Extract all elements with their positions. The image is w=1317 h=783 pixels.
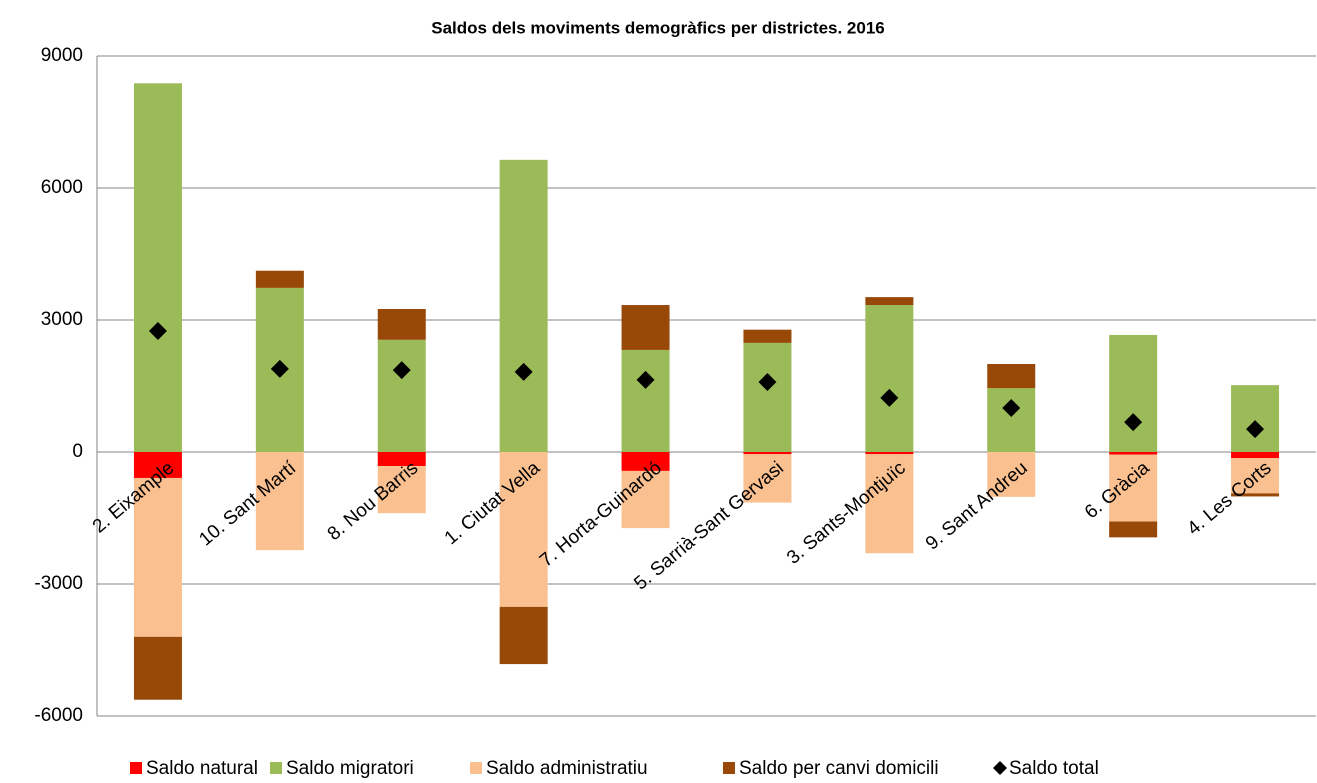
bar-segment — [133, 477, 182, 637]
bar-segment — [377, 309, 426, 340]
bar-segment — [1109, 454, 1158, 522]
bar-segment — [377, 339, 426, 452]
total-marker — [270, 359, 289, 378]
x-tick-label: 9. Sant Andreu — [922, 458, 1032, 555]
bar-segment — [865, 305, 914, 452]
bar-segment — [499, 452, 548, 607]
x-tick-label: 4. Les Corts — [1184, 458, 1276, 540]
total-marker — [1246, 420, 1265, 439]
bar-segment — [377, 452, 426, 467]
bar-segment — [865, 452, 914, 455]
total-marker — [392, 361, 411, 380]
total-marker — [1124, 413, 1143, 432]
y-tick-label: -3000 — [34, 573, 83, 594]
legend-label: Saldo natural — [146, 758, 258, 779]
bar-segment — [865, 454, 914, 554]
legend-marker — [993, 761, 1007, 775]
bar-segment — [377, 466, 426, 514]
y-tick-label: 9000 — [41, 45, 83, 66]
total-marker — [148, 322, 167, 340]
legend-label: Saldo total — [1009, 758, 1099, 779]
legend-label: Saldo migratori — [286, 758, 414, 779]
legend-swatch — [130, 762, 142, 774]
bar-segment — [987, 388, 1036, 452]
bar-segment — [987, 452, 1036, 497]
total-marker — [514, 362, 533, 381]
bar-segment — [743, 452, 792, 455]
bar-segment — [1109, 452, 1158, 455]
y-tick-label: 0 — [72, 441, 83, 462]
total-marker — [880, 388, 899, 407]
bar-segment — [1231, 452, 1280, 459]
bar-segment — [1109, 334, 1158, 452]
bar-segment — [987, 364, 1036, 389]
bar-segment — [621, 452, 670, 471]
total-marker — [758, 373, 777, 392]
total-marker — [636, 370, 655, 389]
bar-segment — [865, 297, 914, 306]
bar-segment — [1231, 385, 1280, 452]
bar-segment — [255, 270, 304, 288]
total-marker — [1002, 399, 1021, 417]
legend-swatch — [470, 762, 482, 774]
y-tick-label: 6000 — [41, 177, 83, 198]
bar-segment — [133, 83, 182, 452]
legend-label: Saldo administratiu — [486, 758, 648, 779]
bar-segment — [621, 349, 670, 452]
bar-segment — [133, 636, 182, 700]
bar-segment — [743, 454, 792, 503]
bar-segment — [499, 159, 548, 452]
bar-segment — [621, 470, 670, 529]
legend-label: Saldo per canvi domicili — [739, 758, 939, 779]
bar-segment — [743, 329, 792, 343]
legend-swatch — [723, 762, 735, 774]
bar-segment — [1231, 493, 1280, 497]
chart-title: Saldos dels moviments demogràfics per di… — [431, 18, 885, 37]
y-tick-label: -6000 — [34, 705, 83, 726]
y-tick-label: 3000 — [41, 309, 83, 330]
bar-segment — [1109, 521, 1158, 538]
legend-swatch — [270, 762, 282, 774]
bar-segment — [1231, 458, 1280, 494]
bar-segment — [133, 452, 182, 478]
bar-segment — [499, 606, 548, 665]
bar-segment — [743, 342, 792, 452]
bar-segment — [621, 305, 670, 350]
bar-segment — [255, 452, 304, 551]
